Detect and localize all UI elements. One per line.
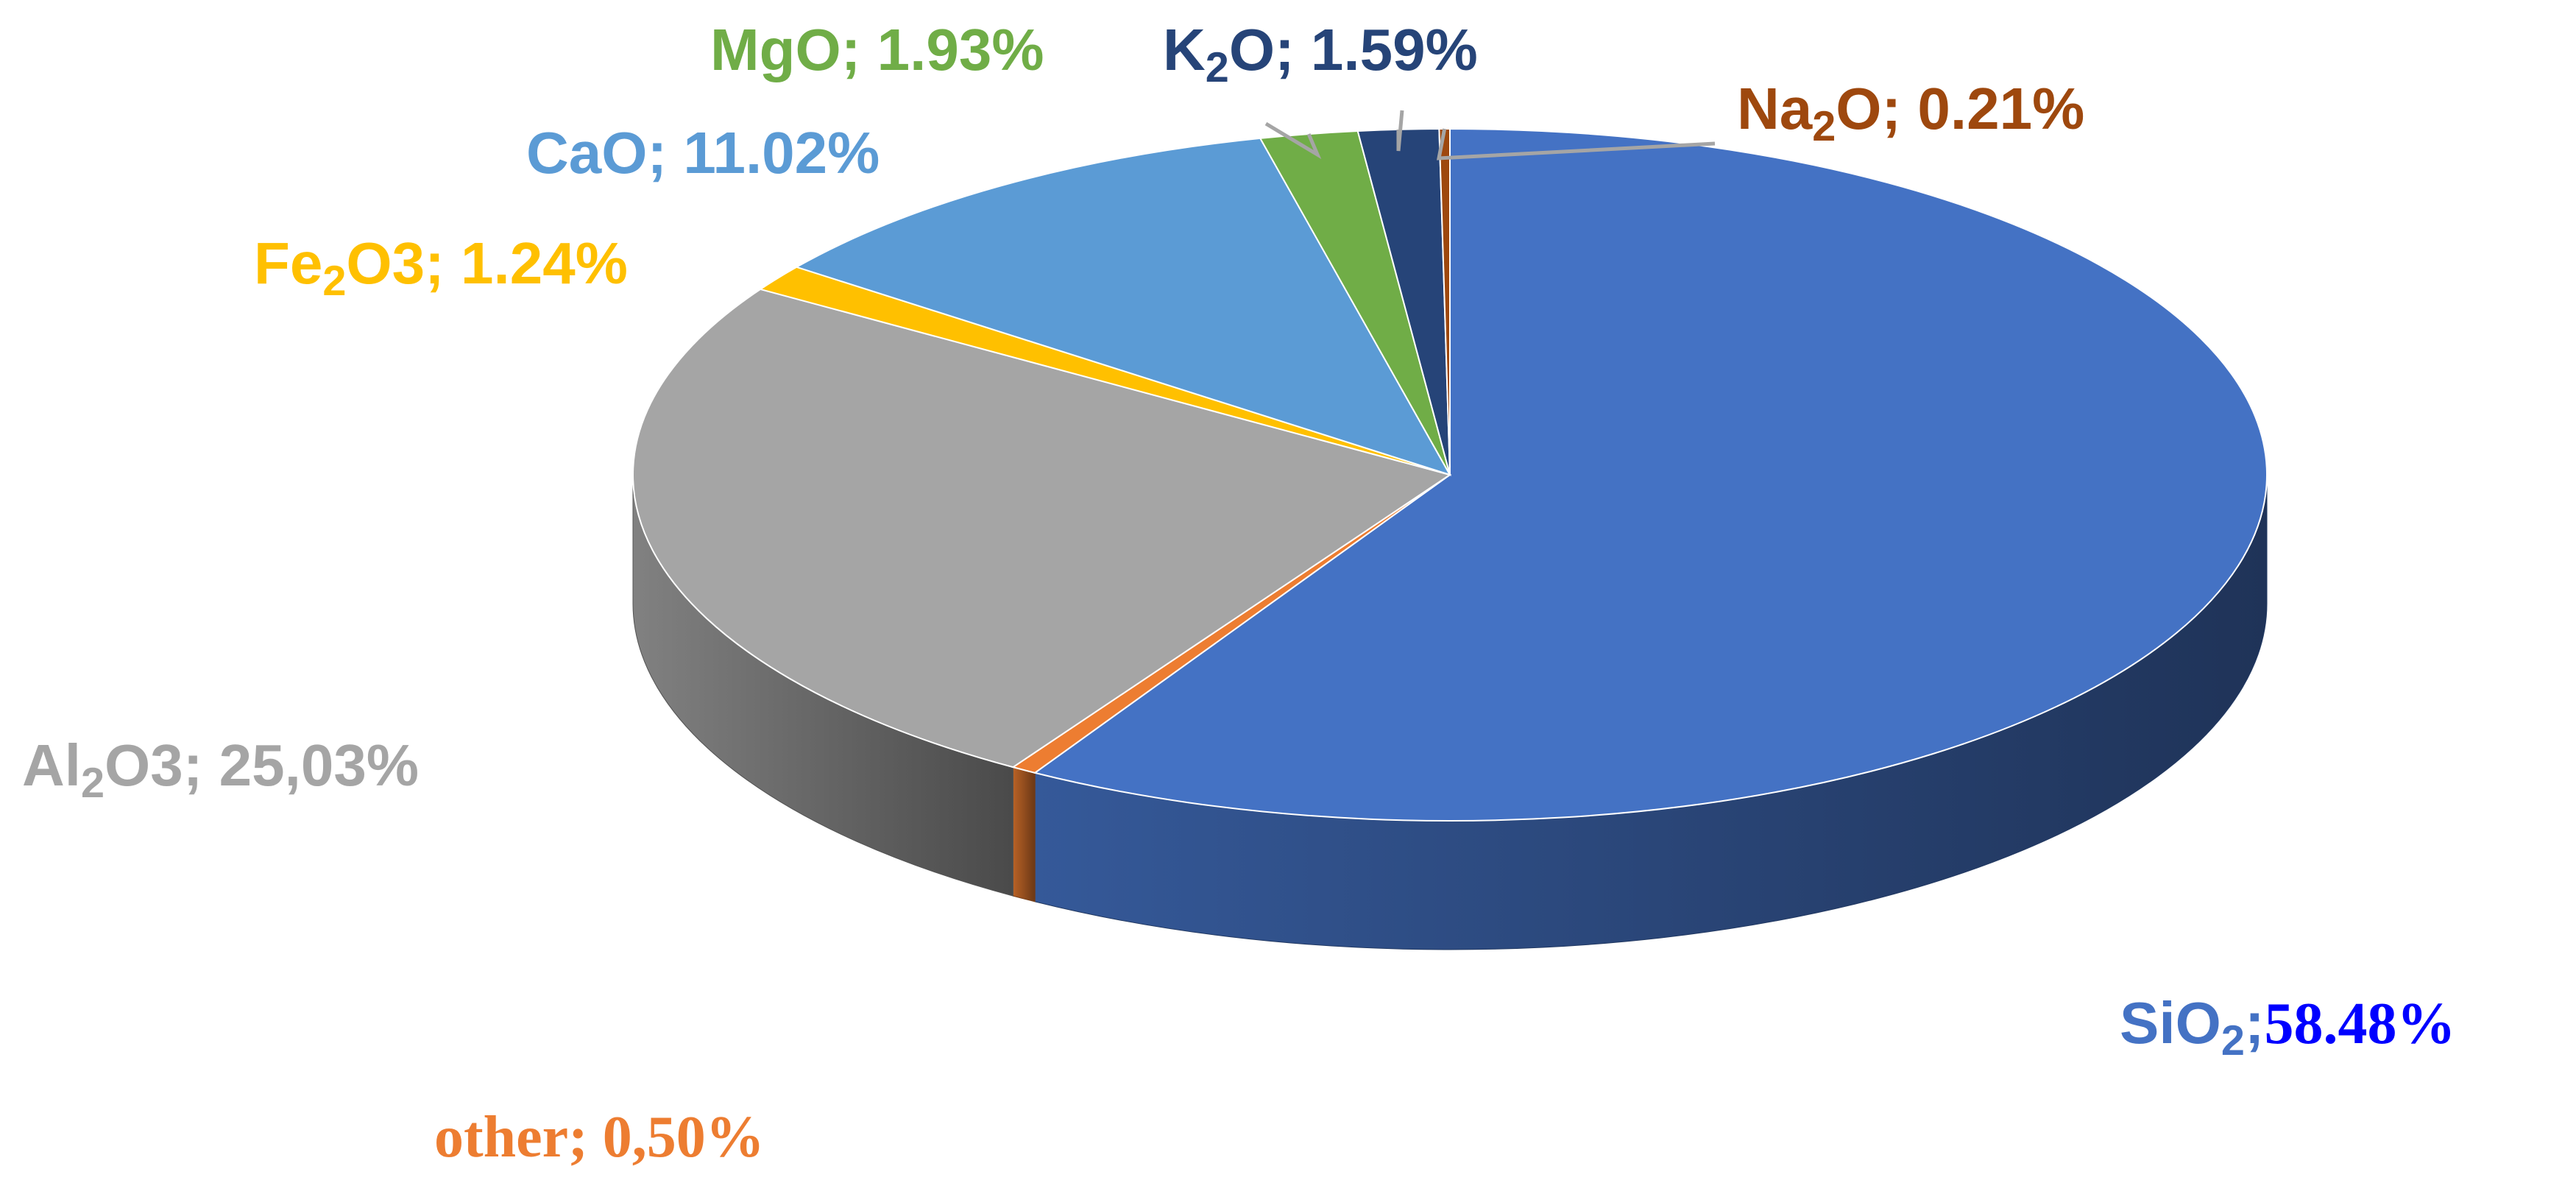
slice-label: MgO; 1.93%	[710, 21, 1044, 80]
slice-label: SiO2;58.48%	[2120, 992, 2456, 1062]
slice-value-label: 0,50%	[602, 1105, 765, 1170]
slice-label-name: SiO	[2120, 990, 2221, 1056]
pie-slice	[794, 137, 1452, 476]
slice-value-label: 0.21%	[1917, 76, 2085, 141]
slice-label-separator: ;	[1881, 76, 1918, 141]
slice-label: K2O; 1.59%	[1163, 21, 1478, 89]
slice-label-separator: ;	[425, 230, 461, 296]
leader-line	[1436, 128, 1716, 160]
slice-label-subscript: 2	[1205, 44, 1229, 92]
slice-label-subscript: 2	[322, 258, 347, 305]
slice-label-separator: ;	[1275, 17, 1311, 82]
slice-label-separator: ;	[2244, 990, 2265, 1056]
pie-slice-side	[1012, 766, 1036, 902]
slice-label-name: other	[434, 1105, 569, 1170]
slice-label-name: MgO	[710, 17, 841, 82]
slice-label-separator: ;	[841, 17, 877, 82]
slice-label-separator: ;	[183, 732, 219, 798]
slice-label-suffix: O	[1228, 17, 1275, 82]
slice-value-label: 1.24%	[460, 230, 628, 296]
pie-slice	[1033, 127, 2268, 822]
slice-label: Na2O; 0.21%	[1737, 80, 2084, 148]
pie-slice	[632, 288, 1452, 769]
slice-value-label: 1.93%	[877, 17, 1044, 82]
slice-label-subscript: 2	[2221, 1017, 2245, 1065]
pie-side-walls	[632, 474, 2268, 950]
slice-value-label: 58.48%	[2264, 992, 2456, 1056]
slice-value-label: 25,03%	[219, 732, 419, 798]
pie-top-faces	[632, 127, 2268, 822]
slice-label-subscript: 2	[1812, 103, 1836, 151]
slice-label: CaO; 11.02%	[526, 124, 880, 183]
leader-line	[1396, 110, 1404, 152]
slice-label-suffix: O3	[346, 230, 425, 296]
slice-label-name: Al	[22, 732, 81, 798]
slice-label-suffix: O3	[105, 732, 183, 798]
slice-label-name: Na	[1737, 76, 1813, 141]
slice-label: Al2O3; 25,03%	[22, 736, 419, 805]
slice-value-label: 1.59%	[1310, 17, 1478, 82]
slice-label-subscript: 2	[81, 760, 105, 808]
slice-label: Fe2O3; 1.24%	[254, 234, 628, 303]
leader-lines	[1264, 110, 1716, 160]
leader-line	[1264, 121, 1322, 160]
slice-label: other; 0,50%	[434, 1108, 765, 1167]
slice-label-suffix: O	[1836, 76, 1882, 141]
slice-label-name: CaO	[526, 120, 648, 186]
slice-label-name: K	[1163, 17, 1206, 82]
slice-label-separator: ;	[568, 1105, 603, 1170]
slice-label-name: Fe	[254, 230, 323, 296]
slice-value-label: 11.02%	[683, 120, 880, 186]
slice-label-separator: ;	[647, 120, 684, 186]
